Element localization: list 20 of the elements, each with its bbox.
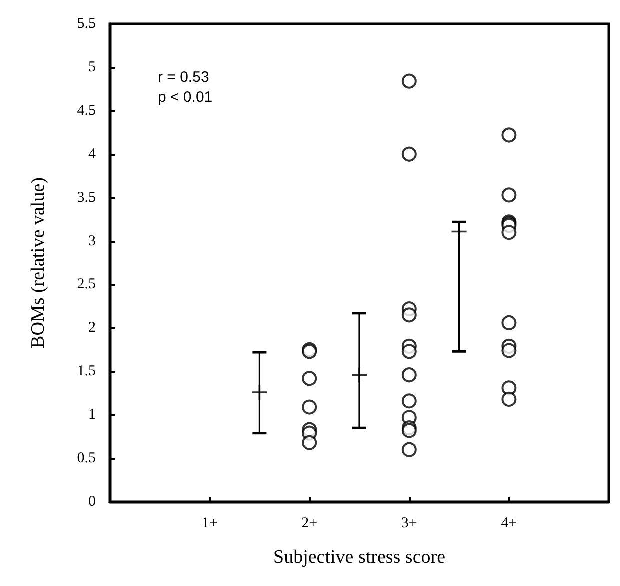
y-tick-label: 1 — [88, 407, 96, 424]
y-tick-label: 5.5 — [77, 16, 96, 32]
x-tick-label: 1+ — [202, 516, 218, 532]
x-axis-title: Subjective stress score — [273, 547, 446, 568]
y-tick-label: 1.5 — [77, 364, 96, 380]
y-tick-label: 0 — [88, 494, 96, 510]
y-tick-label: 3 — [88, 233, 96, 250]
y-tick-label: 3.5 — [77, 190, 96, 206]
y-tick-label: 2.5 — [77, 276, 96, 293]
y-axis-title: BOMs (relative value) — [28, 178, 49, 348]
y-tick-label: 4.5 — [77, 102, 96, 119]
y-tick-label: 2 — [88, 320, 96, 336]
x-tick-label: 3+ — [401, 516, 418, 532]
annotation: r = 0.53 — [158, 69, 210, 86]
x-tick-label: 2+ — [302, 516, 318, 532]
y-tick-label: 0.5 — [77, 450, 96, 467]
annotation: p < 0.01 — [158, 89, 213, 106]
y-tick-label: 4 — [88, 146, 96, 162]
y-tick-label: 5 — [88, 59, 96, 76]
x-tick-label: 4+ — [501, 516, 518, 532]
